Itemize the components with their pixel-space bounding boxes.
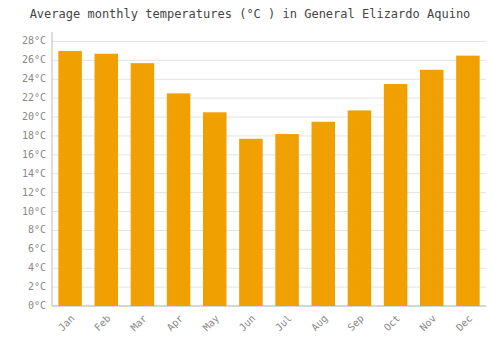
x-axis: Jan Feb Mar Apr May Jun Jul Aug Sep Oct Nov Dec	[56, 313, 474, 334]
bar	[456, 56, 480, 306]
bar	[275, 134, 299, 306]
title: Average monthly temperatures (°C ) in Ge…	[30, 7, 471, 21]
y-tick-label: 2°C	[28, 281, 46, 292]
x-tick-label: Nov	[418, 313, 439, 334]
bars	[58, 51, 479, 306]
x-tick-label: Jan	[56, 313, 77, 334]
chart: 0°C 2°C 4°C 6°C 8°C 10°C 12°C 14°C 16°C 18°C 20°C 2…	[0, 0, 500, 350]
y-tick-label: 4°C	[28, 262, 46, 273]
bar	[167, 93, 191, 306]
grid	[52, 41, 486, 306]
y-tick-label: 16°C	[22, 149, 46, 160]
bar	[348, 110, 372, 306]
y-axis-line	[52, 32, 53, 306]
chart-container: 0°C 2°C 4°C 6°C 8°C 10°C 12°C 14°C 16°C 18°C 20°C 2…	[0, 0, 500, 350]
bar	[131, 63, 155, 306]
bar	[420, 70, 444, 306]
y-tick-label: 20°C	[22, 111, 46, 122]
bar	[94, 54, 118, 306]
x-tick-label: Jun	[237, 313, 258, 334]
y-tick-label: 12°C	[22, 187, 46, 198]
y-tick-label: 18°C	[22, 130, 46, 141]
x-tick-label: May	[201, 313, 222, 334]
y-tick-label: 6°C	[28, 243, 46, 254]
x-tick-label: Feb	[92, 313, 113, 334]
bar	[58, 51, 82, 306]
x-tick-label: Jul	[273, 313, 294, 334]
bar	[384, 84, 408, 306]
bar	[239, 139, 263, 306]
y-tick-label: 14°C	[22, 168, 46, 179]
x-tick-label: Dec	[454, 313, 475, 334]
x-tick-label: Oct	[382, 313, 403, 334]
y-tick-label: 24°C	[22, 73, 46, 84]
x-tick-label: Mar	[128, 313, 149, 334]
y-tick-label: 28°C	[22, 35, 46, 46]
x-tick-label: Apr	[165, 313, 186, 334]
y-tick-label: 0°C	[28, 300, 46, 311]
y-tick-label: 8°C	[28, 224, 46, 235]
grid-line	[52, 41, 486, 42]
y-tick-label: 26°C	[22, 54, 46, 65]
y-tick-label: 10°C	[22, 206, 46, 217]
y-axis: 0°C 2°C 4°C 6°C 8°C 10°C 12°C 14°C 16°C 18°C 20°C 2…	[22, 32, 486, 311]
bar	[203, 112, 227, 306]
bar	[311, 122, 335, 306]
x-tick-label: Aug	[309, 313, 330, 334]
y-tick-label: 22°C	[22, 92, 46, 103]
x-tick-label: Sep	[345, 313, 366, 334]
